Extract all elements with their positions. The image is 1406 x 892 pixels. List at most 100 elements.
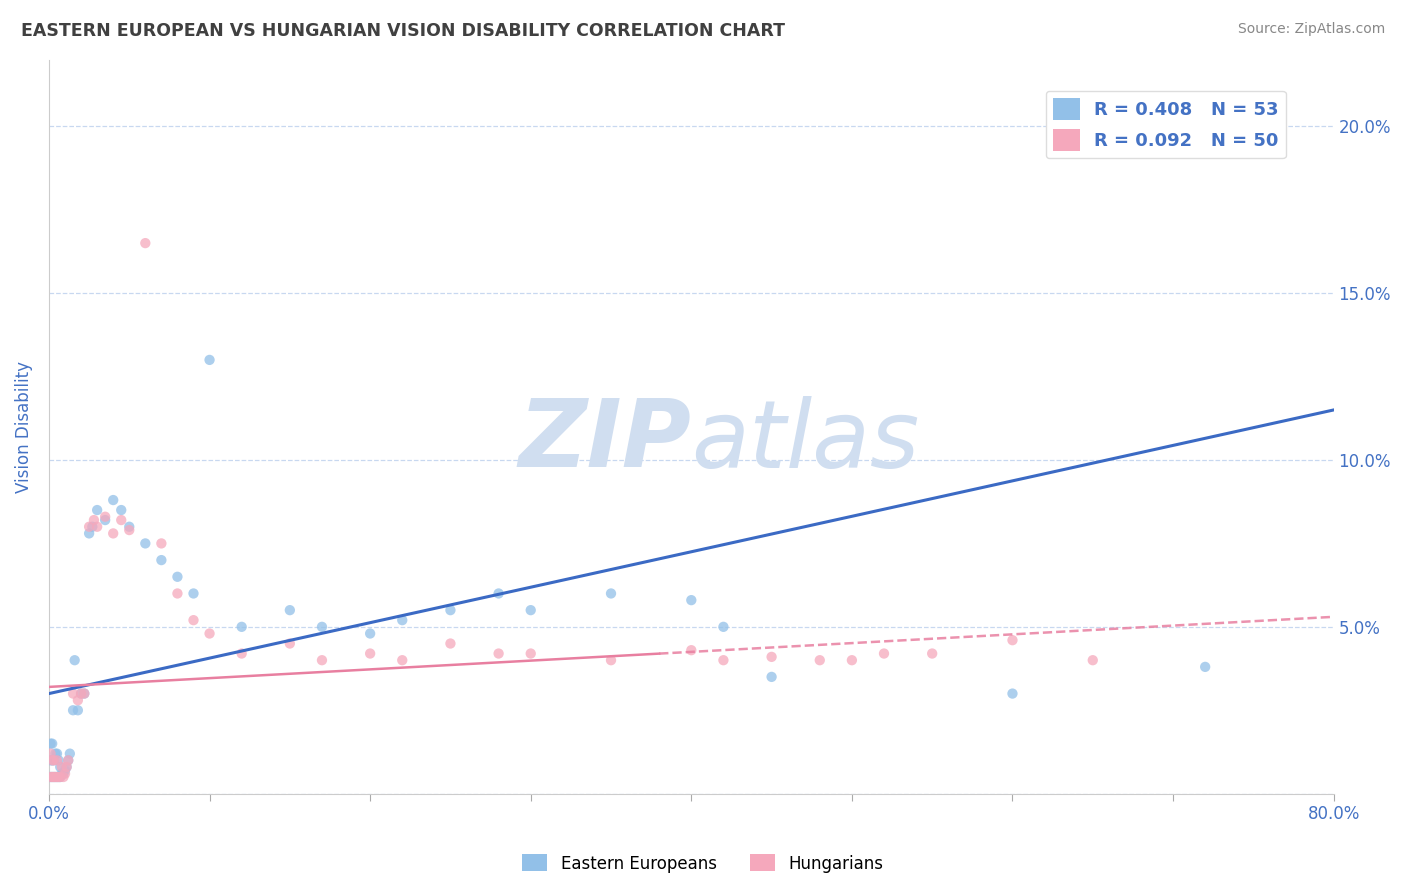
Point bbox=[83, 513, 105, 527]
Point bbox=[46, 770, 69, 784]
Point bbox=[42, 770, 65, 784]
Point bbox=[44, 747, 66, 761]
Point bbox=[55, 760, 77, 774]
Point bbox=[44, 770, 66, 784]
Point bbox=[82, 520, 104, 534]
Point bbox=[873, 647, 896, 661]
Point bbox=[63, 653, 86, 667]
Point bbox=[713, 620, 735, 634]
Point bbox=[39, 747, 62, 761]
Point bbox=[808, 653, 831, 667]
Point bbox=[278, 636, 301, 650]
Point bbox=[488, 586, 510, 600]
Point bbox=[713, 653, 735, 667]
Point bbox=[519, 647, 541, 661]
Point bbox=[1001, 633, 1024, 648]
Point bbox=[59, 747, 82, 761]
Point bbox=[1194, 660, 1216, 674]
Point bbox=[52, 766, 75, 780]
Point bbox=[681, 593, 703, 607]
Point bbox=[198, 352, 221, 367]
Point bbox=[600, 586, 623, 600]
Point bbox=[600, 653, 623, 667]
Point bbox=[231, 647, 253, 661]
Point bbox=[110, 503, 132, 517]
Point bbox=[391, 653, 413, 667]
Point bbox=[198, 626, 221, 640]
Point bbox=[41, 770, 63, 784]
Legend: R = 0.408   N = 53, R = 0.092   N = 50: R = 0.408 N = 53, R = 0.092 N = 50 bbox=[1046, 91, 1286, 158]
Point bbox=[51, 760, 73, 774]
Text: atlas: atlas bbox=[692, 396, 920, 487]
Point bbox=[761, 649, 783, 664]
Point bbox=[42, 753, 65, 767]
Point bbox=[77, 526, 100, 541]
Point bbox=[66, 703, 89, 717]
Point bbox=[103, 493, 125, 508]
Point bbox=[66, 693, 89, 707]
Point bbox=[39, 753, 62, 767]
Point bbox=[118, 520, 141, 534]
Point bbox=[166, 586, 188, 600]
Point bbox=[52, 770, 75, 784]
Point bbox=[150, 536, 173, 550]
Point bbox=[73, 687, 96, 701]
Point bbox=[103, 526, 125, 541]
Legend: Eastern Europeans, Hungarians: Eastern Europeans, Hungarians bbox=[516, 847, 890, 880]
Point bbox=[841, 653, 863, 667]
Point bbox=[48, 753, 70, 767]
Point bbox=[39, 770, 62, 784]
Point bbox=[183, 586, 205, 600]
Point bbox=[110, 513, 132, 527]
Point bbox=[48, 770, 70, 784]
Point bbox=[53, 764, 76, 778]
Point bbox=[439, 636, 461, 650]
Point bbox=[519, 603, 541, 617]
Point bbox=[73, 687, 96, 701]
Text: ZIP: ZIP bbox=[519, 395, 692, 487]
Point bbox=[681, 643, 703, 657]
Point bbox=[42, 770, 65, 784]
Point bbox=[55, 760, 77, 774]
Point bbox=[1001, 687, 1024, 701]
Point bbox=[488, 647, 510, 661]
Point bbox=[41, 770, 63, 784]
Point bbox=[46, 770, 69, 784]
Point bbox=[39, 737, 62, 751]
Point bbox=[311, 653, 333, 667]
Point bbox=[49, 760, 72, 774]
Point bbox=[48, 770, 70, 784]
Point bbox=[41, 753, 63, 767]
Point bbox=[53, 766, 76, 780]
Point bbox=[118, 523, 141, 537]
Point bbox=[58, 753, 80, 767]
Point bbox=[46, 747, 69, 761]
Point bbox=[62, 703, 84, 717]
Point bbox=[439, 603, 461, 617]
Point bbox=[44, 770, 66, 784]
Point bbox=[49, 770, 72, 784]
Point bbox=[41, 753, 63, 767]
Point bbox=[311, 620, 333, 634]
Point bbox=[359, 626, 381, 640]
Point bbox=[134, 236, 156, 251]
Point bbox=[231, 620, 253, 634]
Point bbox=[1081, 653, 1104, 667]
Text: EASTERN EUROPEAN VS HUNGARIAN VISION DISABILITY CORRELATION CHART: EASTERN EUROPEAN VS HUNGARIAN VISION DIS… bbox=[21, 22, 785, 40]
Point bbox=[359, 647, 381, 661]
Point bbox=[41, 737, 63, 751]
Point bbox=[86, 520, 108, 534]
Point bbox=[70, 687, 93, 701]
Point bbox=[94, 513, 117, 527]
Point bbox=[761, 670, 783, 684]
Point bbox=[42, 753, 65, 767]
Point bbox=[86, 503, 108, 517]
Point bbox=[134, 536, 156, 550]
Point bbox=[391, 613, 413, 627]
Point bbox=[62, 687, 84, 701]
Point bbox=[51, 766, 73, 780]
Point bbox=[94, 509, 117, 524]
Y-axis label: Vision Disability: Vision Disability bbox=[15, 360, 32, 492]
Point bbox=[77, 520, 100, 534]
Point bbox=[49, 770, 72, 784]
